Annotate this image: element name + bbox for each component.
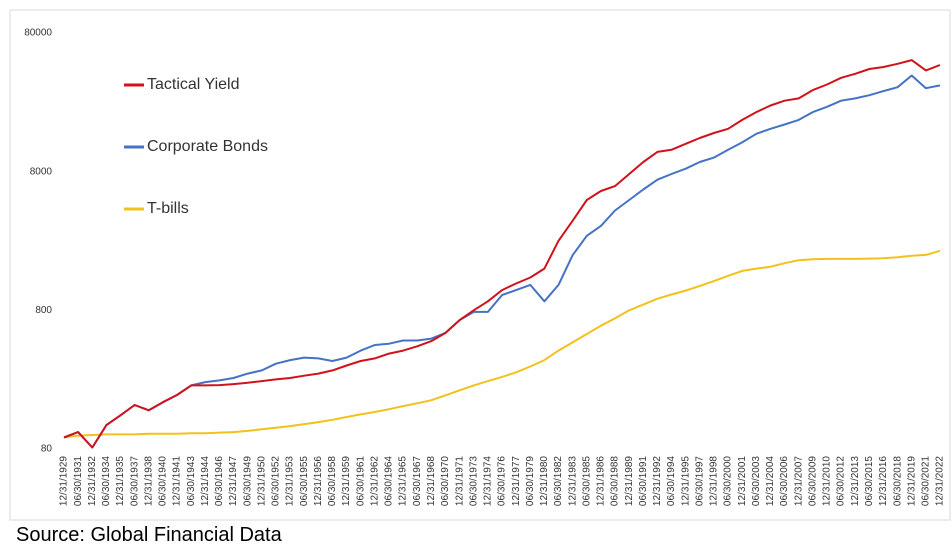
legend-label: Tactical Yield: [147, 76, 240, 93]
x-tick-label: 06/30/2006: [779, 456, 790, 506]
x-tick-label: 12/31/1968: [426, 456, 437, 506]
x-tick-label: 12/31/2016: [878, 456, 889, 506]
x-tick-label: 12/31/1980: [539, 456, 550, 506]
x-tick-label: 12/31/1938: [143, 456, 154, 506]
x-tick-label: 06/30/1985: [581, 456, 592, 506]
x-tick-label: 06/30/2000: [723, 456, 734, 506]
x-tick-label: 12/31/1965: [398, 456, 409, 506]
x-tick-label: 12/31/1971: [454, 456, 465, 506]
y-tick-label: 80000: [24, 28, 52, 39]
x-tick-label: 12/31/1998: [709, 456, 720, 506]
x-tick-label: 12/31/1962: [369, 456, 380, 506]
x-tick-label: 06/30/1997: [694, 456, 705, 506]
chart-frame: [9, 9, 951, 521]
x-tick-label: 06/30/1994: [666, 456, 677, 506]
series-line: [63, 59, 941, 449]
x-tick-label: 06/30/1937: [129, 456, 140, 506]
legend-label: T-bills: [147, 200, 189, 217]
x-tick-label: 12/31/2001: [737, 456, 748, 506]
x-tick-label: 06/30/1958: [327, 456, 338, 506]
series-line: [63, 74, 941, 449]
x-tick-label: 06/30/1976: [497, 456, 508, 506]
x-tick-label: 12/31/2007: [793, 456, 804, 506]
x-tick-label: 06/30/1946: [214, 456, 225, 506]
y-tick-label: 8000: [30, 166, 53, 177]
x-tick-label: 12/31/1947: [228, 456, 239, 506]
y-tick-label: 80: [41, 444, 53, 455]
x-tick-label: 06/30/1934: [101, 456, 112, 506]
x-tick-label: 12/31/1989: [624, 456, 635, 506]
x-tick-label: 06/30/2015: [864, 456, 875, 506]
x-tick-label: 06/30/1964: [384, 456, 395, 506]
source-note: Source: Global Financial Data: [16, 524, 282, 546]
x-tick-label: 12/31/1983: [567, 456, 578, 506]
x-tick-label: 06/30/1949: [242, 456, 253, 506]
x-tick-label: 06/30/1988: [610, 456, 621, 506]
x-tick-label: 06/30/2018: [892, 456, 903, 506]
x-tick-label: 12/31/1944: [200, 456, 211, 506]
x-tick-label: 12/31/2022: [935, 456, 946, 506]
x-tick-label: 12/31/1932: [87, 456, 98, 506]
x-tick-label: 12/31/2004: [765, 456, 776, 506]
x-tick-label: 06/30/1979: [525, 456, 536, 506]
x-tick-label: 12/31/1974: [483, 456, 494, 506]
series-line: [63, 249, 941, 439]
x-tick-label: 06/30/1952: [271, 456, 282, 506]
x-tick-label: 06/30/1961: [355, 456, 366, 506]
x-tick-label: 12/31/1950: [256, 456, 267, 506]
legend-label: Corporate Bonds: [147, 138, 268, 155]
x-tick-label: 12/31/1929: [59, 456, 70, 506]
x-tick-label: 06/30/1982: [553, 456, 564, 506]
x-tick-label: 12/31/1953: [285, 456, 296, 506]
x-tick-label: 06/30/2021: [921, 456, 932, 506]
x-tick-label: 12/31/1941: [172, 456, 183, 506]
x-tick-label: 06/30/1970: [440, 456, 451, 506]
x-tick-label: 06/30/2003: [751, 456, 762, 506]
x-tick-label: 06/30/1931: [73, 456, 84, 506]
x-tick-label: 12/31/2013: [850, 456, 861, 506]
x-tick-label: 12/31/1986: [596, 456, 607, 506]
x-tick-label: 06/30/1955: [299, 456, 310, 506]
x-tick-label: 06/30/1973: [468, 456, 479, 506]
x-tick-label: 06/30/2009: [807, 456, 818, 506]
x-tick-label: 06/30/1943: [186, 456, 197, 506]
x-tick-label: 12/31/1959: [341, 456, 352, 506]
x-tick-label: 12/31/1935: [115, 456, 126, 506]
x-tick-label: 06/30/1967: [412, 456, 423, 506]
x-tick-label: 12/31/1956: [313, 456, 324, 506]
y-tick-label: 800: [35, 305, 52, 316]
x-tick-label: 12/31/2010: [822, 456, 833, 506]
x-tick-label: 06/30/1940: [158, 456, 169, 506]
x-tick-label: 12/31/1992: [652, 456, 663, 506]
x-tick-label: 06/30/1991: [638, 456, 649, 506]
x-tick-label: 12/31/1995: [680, 456, 691, 506]
x-tick-label: 12/31/1977: [511, 456, 522, 506]
x-tick-label: 06/30/2012: [836, 456, 847, 506]
x-tick-label: 12/31/2019: [906, 456, 917, 506]
